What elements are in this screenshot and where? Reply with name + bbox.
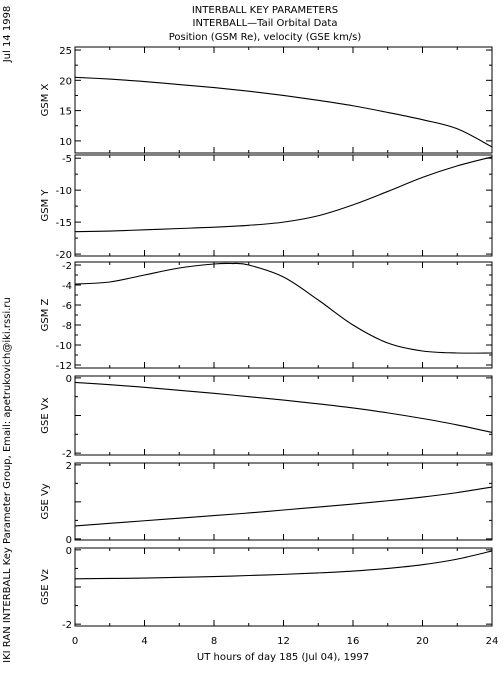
y-tick-label: 25: [59, 46, 72, 57]
y-axis-label: GSM Z: [40, 298, 51, 331]
title-line-2: INTERBALL—Tail Orbital Data: [193, 18, 338, 29]
y-axis-label: GSM Y: [40, 189, 51, 222]
x-tick-label: 24: [486, 636, 499, 647]
y-tick-label: -20: [56, 250, 72, 261]
y-tick-label: -6: [62, 301, 72, 312]
x-tick-label: 0: [72, 636, 78, 647]
title-line-1: INTERBALL KEY PARAMETERS: [192, 5, 338, 16]
y-axis-label: GSE Vz: [40, 569, 51, 605]
y-tick-label: -10: [56, 341, 72, 352]
title-line-3: Position (GSM Re), velocity (GSE km/s): [169, 32, 362, 43]
x-axis-label: UT hours of day 185 (Jul 04), 1997: [197, 652, 369, 663]
series-line: [74, 156, 493, 233]
y-tick-label: 2: [66, 461, 72, 472]
panel-1: 10 15 20 25 GSM X: [40, 46, 493, 154]
series-line: [74, 550, 493, 580]
y-tick-label: -2: [62, 261, 72, 272]
panel-4: -2 0 GSE Vx: [40, 374, 493, 460]
y-tick-label: 0: [66, 374, 72, 385]
series-line: [74, 486, 493, 527]
x-tick-label: 20: [416, 636, 429, 647]
y-tick-label: -4: [62, 281, 72, 292]
y-axis-label: GSM X: [40, 83, 51, 116]
y-tick-label: 10: [59, 137, 72, 148]
y-tick-label: -8: [62, 321, 72, 332]
panel-6: -2 0 GSE Vz: [40, 546, 493, 631]
y-tick-label: -10: [56, 186, 72, 197]
series-line: [74, 381, 493, 433]
credit-line: IKI RAN INTERBALL Key Parameter Group, E…: [2, 297, 13, 663]
y-axis-label: GSE Vx: [40, 397, 51, 433]
y-tick-label: -5: [62, 154, 72, 165]
series-line: [74, 76, 493, 148]
x-tick-label: 12: [277, 636, 290, 647]
panel-5: 0 2 GSE Vy: [40, 461, 493, 546]
panel-3: -12 -10 -8 -6 -4 -2 GSM Z: [40, 261, 493, 372]
y-axis-label: GSE Vy: [40, 483, 51, 519]
y-tick-label: 20: [59, 76, 72, 87]
series-line: [74, 262, 493, 354]
date-stamp: Jul 14 1998: [2, 6, 13, 64]
y-tick-label: 0: [66, 535, 72, 546]
y-tick-label: 0: [66, 546, 72, 557]
x-tick-label: 8: [211, 636, 217, 647]
y-tick-label: -2: [62, 449, 72, 460]
y-tick-label: -12: [56, 361, 72, 372]
y-tick-label: -15: [56, 218, 72, 229]
panel-2: -20 -15 -10 -5 GSM Y: [40, 154, 493, 261]
y-tick-label: -2: [62, 620, 72, 631]
x-tick-label: 4: [141, 636, 147, 647]
y-tick-label: 15: [59, 107, 72, 118]
x-tick-label: 16: [347, 636, 360, 647]
